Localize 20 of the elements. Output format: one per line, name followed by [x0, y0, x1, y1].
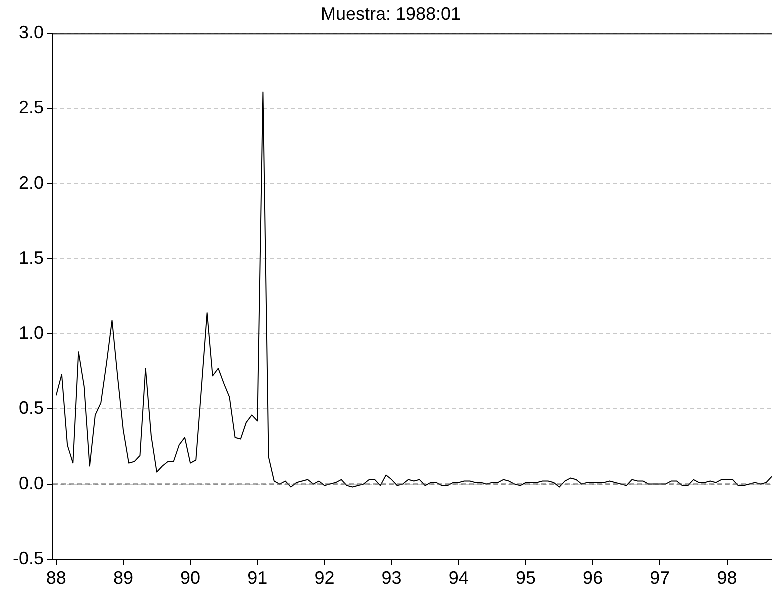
y-tick-label: 2.0	[18, 172, 44, 193]
y-tick-label: 0.0	[18, 473, 44, 494]
y-tick-label: 0.5	[18, 398, 44, 418]
x-tick-label: 96	[583, 568, 604, 588]
x-tick-label: 92	[314, 568, 335, 588]
y-tick-label: 1.5	[18, 248, 44, 268]
x-tick-label: 90	[180, 568, 201, 588]
x-tick-label: 88	[46, 568, 66, 588]
x-tick-label: 94	[448, 568, 469, 588]
y-tick-label: 1.0	[18, 323, 44, 344]
x-tick-label: 91	[248, 568, 268, 588]
x-tick-label: 97	[650, 568, 670, 588]
y-tick-label: 3.0	[18, 22, 44, 43]
x-tick-label: 95	[516, 568, 536, 588]
x-tick-label: 93	[382, 568, 402, 588]
chart-title: Muestra: 1988:01	[320, 4, 462, 24]
y-tick-label: -0.5	[12, 548, 44, 568]
x-tick-label: 89	[113, 568, 134, 588]
x-tick-label: 98	[717, 568, 738, 588]
y-tick-label: 2.5	[18, 98, 44, 118]
